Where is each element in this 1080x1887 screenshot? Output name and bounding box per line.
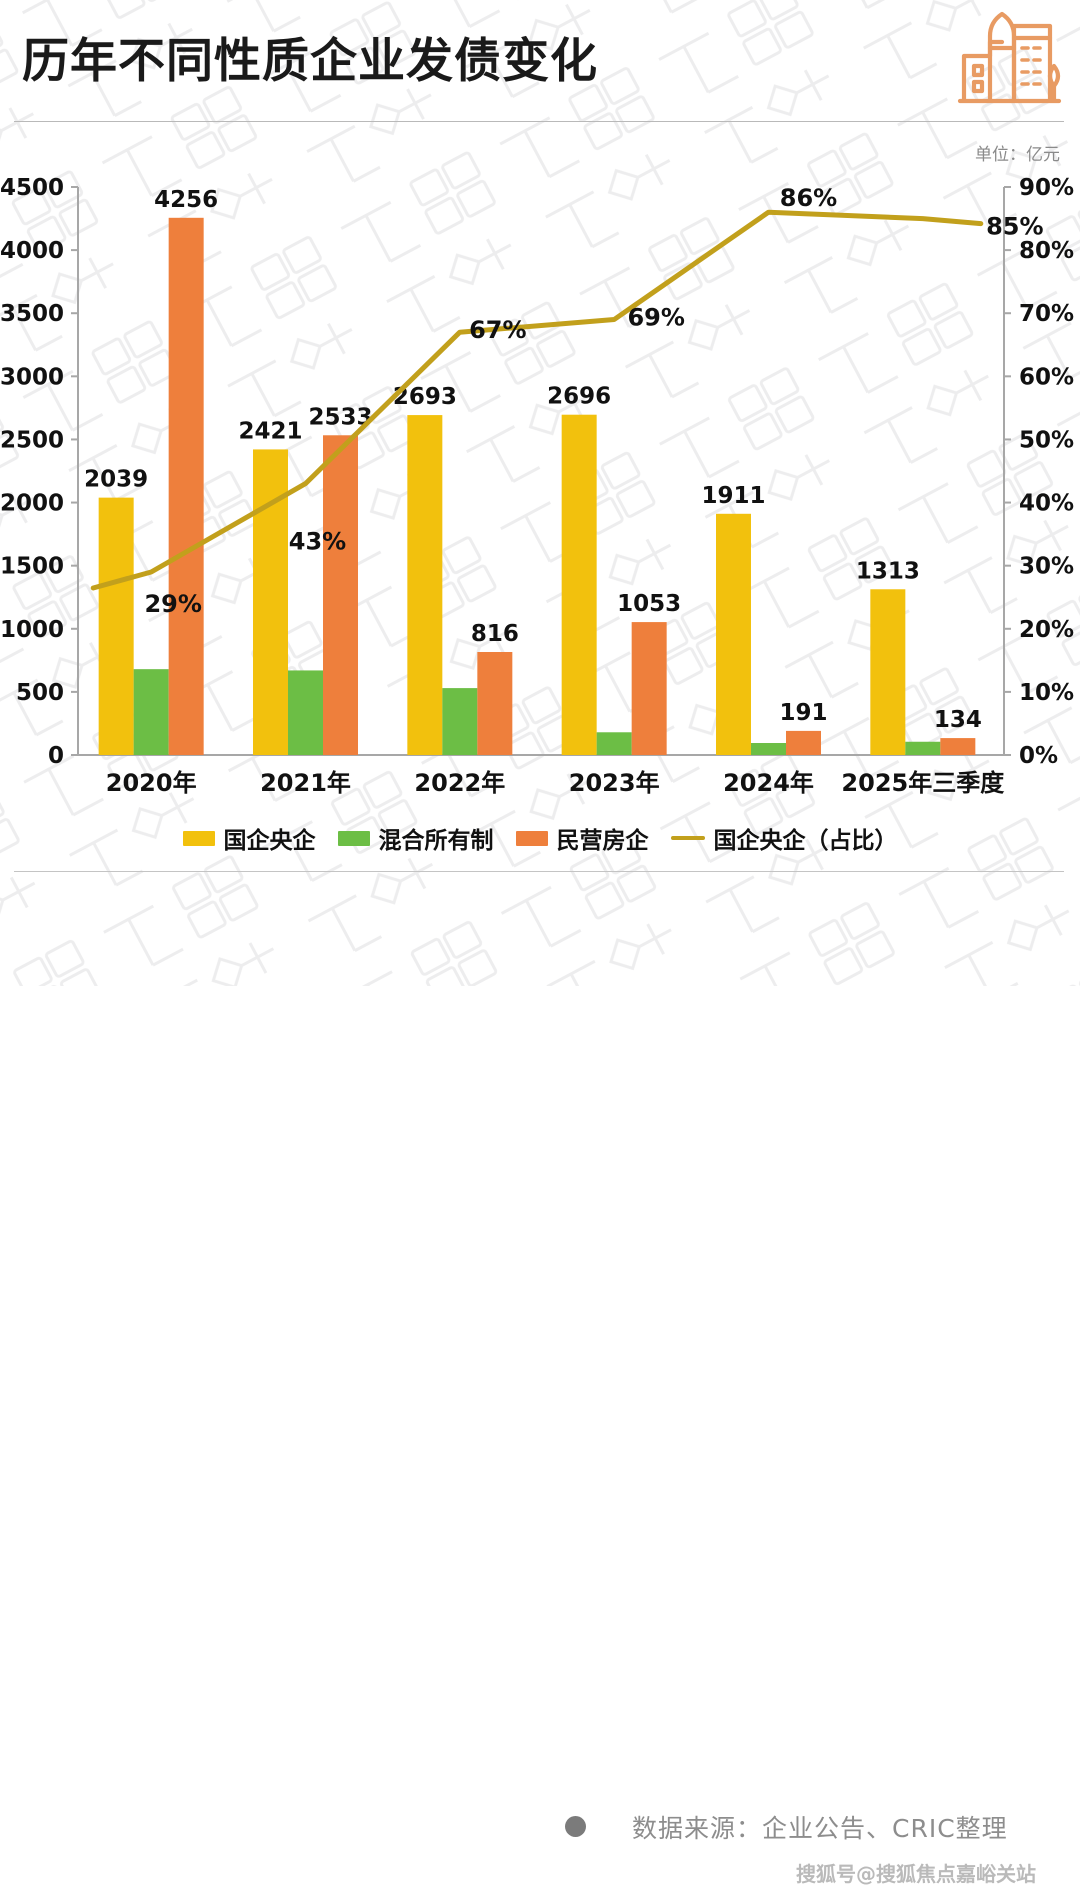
header-divider [14, 121, 1064, 122]
y-axis-tick-label: 2000 [0, 491, 64, 517]
bar-value-label: 2421 [238, 418, 302, 444]
building-icon [957, 11, 1062, 104]
bar-混合所有制-2022年[interactable] [442, 688, 478, 755]
bar-民营房企-2024年[interactable] [786, 730, 821, 755]
legend-item-0[interactable]: 国企央企 [182, 821, 316, 855]
ratio-value-label: 85% [986, 213, 1043, 241]
bar-民营房企-2022年[interactable] [477, 652, 513, 755]
ratio-line [90, 209, 984, 591]
bars-group [98, 217, 976, 755]
y2-axis-tick-label: 40% [1019, 491, 1074, 517]
bar-混合所有制-2024年[interactable] [751, 743, 786, 755]
y-axis-right-labels: 0% 10% 20% 30% 40% 50% 60% 70% 80% 90% [1019, 175, 1074, 769]
y2-axis-tick-label: 20% [1019, 617, 1074, 643]
bar-value-label: 191 [779, 700, 827, 726]
ratio-value-label: 86% [780, 184, 837, 212]
bar-国企央企-2022年[interactable] [407, 415, 443, 755]
ratio-value-label: 43% [289, 528, 346, 556]
y-axis-tick-label: 4500 [0, 175, 64, 201]
bar-混合所有制-2023年[interactable] [596, 732, 632, 755]
legend-label: 混合所有制 [378, 828, 494, 854]
y-axis-tick-label: 2500 [0, 427, 64, 453]
y-axis-tick-label: 500 [16, 680, 64, 706]
bar-国企央企-2024年[interactable] [716, 513, 751, 755]
legend-item-3[interactable]: 国企央企（占比） [670, 821, 898, 855]
bar-value-label: 816 [471, 621, 519, 647]
bar-value-label: 1053 [617, 591, 681, 617]
y-axis-tick-label: 0 [48, 743, 64, 769]
bar-国企央企-2020年[interactable] [98, 497, 134, 755]
chart-legend: 国企央企 混合所有制 民营房企 国企央企（占比） [0, 818, 1080, 858]
bar-value-label: 2039 [84, 467, 148, 493]
legend-item-1[interactable]: 混合所有制 [337, 821, 494, 855]
legend-item-2[interactable]: 民营房企 [515, 821, 649, 855]
bar-民营房企-2023年[interactable] [631, 622, 667, 755]
bar-line-chart: 0 500 1000 1500 2000 2500 3000 3500 4000 4500 0% 1… [0, 175, 1074, 797]
bar-混合所有制-2020年[interactable] [133, 669, 169, 755]
x-axis-label: 2025年三季度 [841, 769, 1005, 797]
ratio-line-path[interactable] [90, 209, 984, 591]
ratio-value-label: 29% [144, 590, 201, 618]
ratio-value-label: 69% [627, 304, 684, 332]
chart-axes [71, 186, 1011, 756]
y2-axis-tick-label: 70% [1019, 301, 1074, 327]
data-source-text: 数据来源：企业公告、CRIC整理 [632, 1814, 1008, 1843]
sohu-watermark-text: 搜狐号@搜狐焦点嘉峪关站 [796, 1862, 1036, 1886]
bar-value-label: 1313 [856, 558, 920, 584]
x-axis-labels: 2020年 2021年 2022年 2023年 2024年 2025年三季度 [106, 769, 1005, 797]
bar-民营房企-2021年[interactable] [323, 435, 358, 755]
x-axis-label: 2020年 [106, 769, 197, 797]
y-axis-tick-label: 1000 [0, 617, 64, 643]
x-axis-label: 2023年 [569, 769, 660, 797]
y2-axis-tick-label: 10% [1019, 680, 1074, 706]
legend-label: 国企央企（占比） [713, 828, 898, 854]
bar-民营房企-2025年三季度[interactable] [940, 738, 976, 755]
y2-axis-tick-label: 30% [1019, 554, 1074, 580]
bullet-dot-icon [565, 1816, 586, 1837]
y-axis-tick-label: 3000 [0, 364, 64, 390]
chart-container: 0 500 1000 1500 2000 2500 3000 3500 4000 4500 0% 1… [0, 170, 1080, 810]
y-axis-left-labels: 0 500 1000 1500 2000 2500 3000 3500 4000 4500 [0, 175, 64, 769]
x-axis-label: 2021年 [260, 769, 351, 797]
bar-value-label: 134 [934, 707, 982, 733]
legend-label: 国企央企 [223, 828, 316, 854]
legend-label: 民营房企 [556, 828, 649, 854]
bar-value-label: 1911 [701, 483, 765, 509]
y2-axis-tick-label: 60% [1019, 364, 1074, 390]
y-axis-tick-label: 1500 [0, 554, 64, 580]
bar-混合所有制-2021年[interactable] [288, 670, 323, 755]
bar-国企央企-2023年[interactable] [561, 414, 597, 755]
bar-国企央企-2025年三季度[interactable] [870, 589, 906, 755]
page-title: 历年不同性质企业发债变化 [22, 34, 598, 89]
legend-swatch-icon [337, 830, 370, 846]
y2-axis-tick-label: 80% [1019, 238, 1074, 264]
y2-axis-tick-label: 0% [1019, 743, 1058, 769]
bar-民营房企-2020年[interactable] [168, 217, 204, 755]
y-axis-tick-label: 3500 [0, 301, 64, 327]
y-axis-tick-label: 4000 [0, 238, 64, 264]
y2-axis-tick-label: 90% [1019, 175, 1074, 201]
header: 历年不同性质企业发债变化 [0, 0, 1080, 120]
legend-line-icon [670, 836, 705, 840]
footer-divider [14, 871, 1064, 872]
ratio-value-label: 67% [469, 316, 526, 344]
bar-混合所有制-2025年三季度[interactable] [905, 741, 941, 755]
legend-swatch-icon [182, 830, 215, 846]
unit-label: 单位：亿元 [975, 145, 1060, 165]
footer: 数据来源：企业公告、CRIC整理 搜狐号@搜狐焦点嘉峪关站 [0, 900, 1080, 1886]
y2-axis-tick-label: 50% [1019, 427, 1074, 453]
bar-value-label: 2696 [547, 384, 611, 410]
bar-value-label: 4256 [154, 187, 218, 213]
x-axis-label: 2024年 [723, 769, 814, 797]
legend-swatch-icon [515, 830, 548, 846]
x-axis-label: 2022年 [414, 769, 505, 797]
